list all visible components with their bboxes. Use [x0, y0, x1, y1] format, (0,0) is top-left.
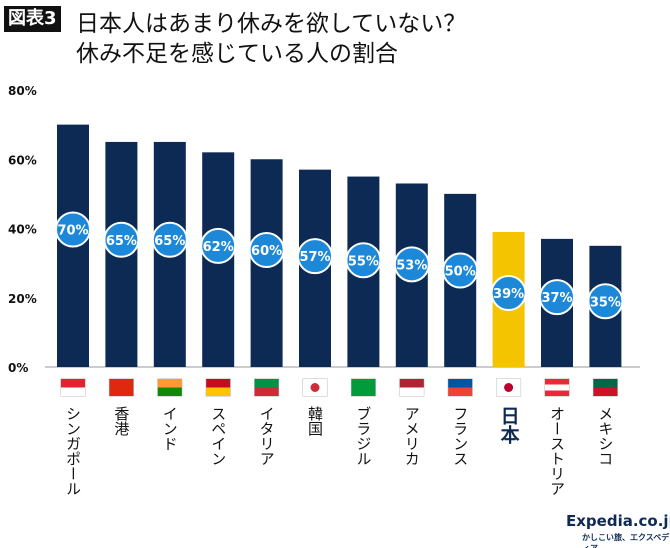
y-tick-label: 80%	[8, 84, 37, 98]
logo-tagline: かしこい旅、エクスペディア	[582, 533, 670, 548]
x-tick-label: ブラジル	[354, 406, 373, 466]
data-label-circle	[442, 252, 479, 289]
flag-stripe	[157, 387, 182, 396]
data-label: 70%	[57, 224, 88, 239]
data-label-circle	[297, 238, 333, 275]
figure-label: 図表3	[4, 6, 61, 32]
y-tick-label: 60%	[8, 153, 37, 167]
flag-stripe	[61, 387, 85, 396]
x-tick-label: フランス	[451, 406, 470, 466]
flag-stripe	[61, 379, 85, 388]
x-tick-label: 日本	[497, 406, 520, 444]
data-label: 39%	[493, 287, 524, 302]
x-tick-label: 韓国	[306, 406, 324, 436]
x-tick-label: シンガポール	[64, 406, 82, 496]
data-label: 60%	[251, 244, 282, 259]
flag-stripe	[545, 379, 569, 388]
data-label-circle	[151, 221, 188, 258]
flag-stripe	[351, 379, 376, 388]
data-label-circle	[200, 227, 237, 264]
data-label: 50%	[445, 265, 476, 280]
flag-stripe	[399, 379, 424, 388]
x-tick-label: オーストリア	[548, 406, 566, 496]
flag-stripe	[545, 387, 569, 396]
data-label-circle	[393, 246, 430, 283]
data-label: 37%	[541, 291, 572, 306]
y-tick-label: 20%	[8, 292, 37, 306]
flag-stripe	[109, 387, 134, 396]
flag-stripe	[206, 387, 231, 396]
flag-stripe	[593, 387, 618, 396]
flag-stripe	[593, 379, 618, 388]
data-label: 55%	[348, 254, 379, 269]
data-label: 35%	[590, 295, 621, 310]
flag-stripe	[109, 379, 134, 388]
data-label-circle	[345, 242, 382, 279]
flag-stripe	[399, 387, 424, 396]
data-label: 57%	[299, 250, 330, 265]
flag-stripe	[254, 387, 279, 396]
flag-disc	[504, 383, 514, 392]
data-label: 65%	[154, 234, 185, 249]
data-label-circle	[490, 275, 527, 312]
expedia-logo: Expedia.co.jp	[566, 512, 670, 530]
y-tick-label: 40%	[8, 223, 37, 237]
flag-stripe	[254, 379, 279, 388]
data-label-circle	[103, 221, 140, 258]
data-label-circle	[55, 211, 91, 248]
flag-stripe	[448, 387, 473, 396]
x-tick-label: メキシコ	[596, 406, 615, 466]
data-label: 65%	[106, 234, 137, 249]
flag-stripe	[545, 384, 569, 391]
data-label-circle	[248, 232, 285, 268]
x-tick-label: インド	[160, 406, 179, 451]
x-tick-label: イタリア	[257, 406, 276, 466]
flag-stripe	[448, 379, 473, 388]
flag-disc	[310, 383, 320, 392]
data-label: 62%	[203, 240, 234, 255]
data-label-circle	[587, 283, 624, 320]
flag-stripe	[206, 379, 231, 388]
x-tick-label: アメリカ	[402, 406, 421, 466]
data-label-circle	[539, 279, 575, 316]
chart-title: 日本人はあまり休みを欲していない？	[76, 11, 467, 37]
chart-subtitle: 休み不足を感じている人の割合	[76, 41, 398, 67]
data-label: 53%	[396, 258, 427, 273]
flag-stripe	[157, 379, 182, 388]
flag-stripe	[351, 387, 376, 396]
x-tick-label: スペイン	[209, 406, 228, 466]
y-tick-label: 0%	[8, 361, 28, 375]
x-tick-label: 香港	[112, 406, 131, 436]
